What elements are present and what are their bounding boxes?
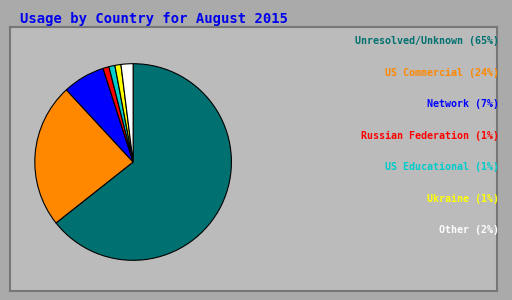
Wedge shape: [56, 64, 231, 260]
Wedge shape: [103, 67, 133, 162]
Wedge shape: [121, 64, 133, 162]
Wedge shape: [35, 90, 133, 223]
Text: Ukraine (1%): Ukraine (1%): [427, 194, 499, 203]
Text: Usage by Country for August 2015: Usage by Country for August 2015: [20, 12, 288, 26]
Wedge shape: [115, 64, 133, 162]
Wedge shape: [67, 68, 133, 162]
Wedge shape: [109, 65, 133, 162]
Text: Network (7%): Network (7%): [427, 99, 499, 109]
Text: US Educational (1%): US Educational (1%): [385, 162, 499, 172]
Text: US Commercial (24%): US Commercial (24%): [385, 68, 499, 77]
Text: Russian Federation (1%): Russian Federation (1%): [361, 130, 499, 140]
Text: Other (2%): Other (2%): [439, 225, 499, 235]
Text: Unresolved/Unknown (65%): Unresolved/Unknown (65%): [355, 36, 499, 46]
